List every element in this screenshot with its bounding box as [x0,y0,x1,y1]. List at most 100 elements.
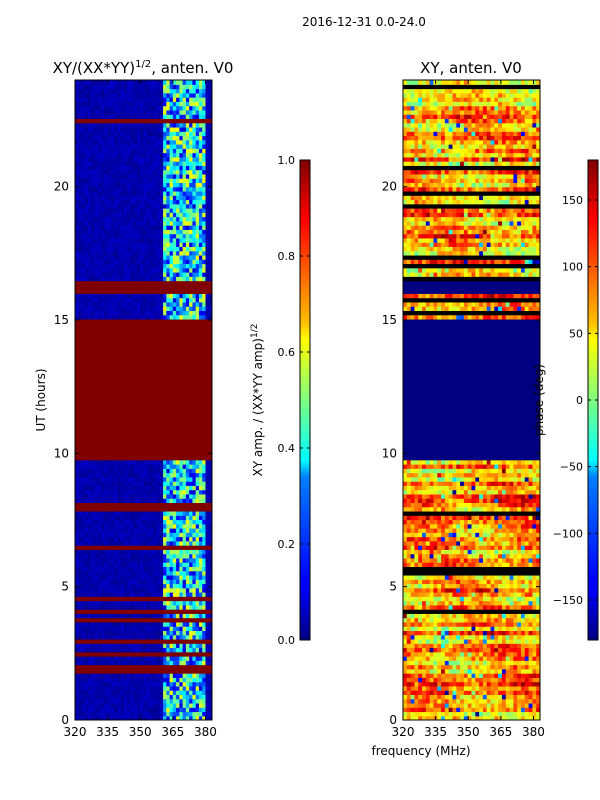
heatmap-cell [441,694,446,700]
heatmap-cell [410,715,416,720]
heatmap-cell [159,485,164,491]
heatmap-cell [133,156,138,162]
heatmap-cell [205,88,210,94]
heatmap-cell [101,613,105,619]
heatmap-cell [91,259,96,265]
masked-row [75,425,212,431]
heatmap-cell [172,139,177,145]
heatmap-cell [81,510,86,516]
heatmap-cell [166,583,171,589]
heatmap-cell [114,92,119,98]
heatmap-cell [176,634,180,640]
heatmap-cell [159,105,164,111]
heatmap-cell [84,540,89,546]
masked-row [75,506,212,512]
heatmap-cell [143,681,148,687]
heatmap-cell [179,293,184,299]
heatmap-cell [78,698,83,704]
heatmap-cell [182,122,187,128]
heatmap-cell [146,643,151,649]
heatmap-cell [179,660,184,666]
heatmap-cell [75,707,79,713]
heatmap-cell [130,685,135,691]
heatmap-cell [88,169,92,175]
heatmap-cell [182,212,187,218]
masked-row [75,374,212,380]
heatmap-cell [107,604,112,610]
heatmap-cell [78,178,83,183]
heatmap-cell [88,199,92,205]
heatmap-cell [114,583,119,589]
heatmap-cell [202,647,207,653]
heatmap-cell [501,673,507,678]
heatmap-cell [127,297,132,303]
heatmap-cell [159,293,164,299]
heatmap-cell [198,109,203,115]
heatmap-cell [479,668,484,674]
heatmap-cell [156,208,161,213]
heatmap-cell [101,702,105,708]
heatmap-cell [75,246,79,252]
heatmap-cell [117,673,122,678]
masked-row [75,408,212,414]
heatmap-cell [163,677,167,683]
heatmap-cell [185,276,190,282]
heatmap-cell [410,694,416,700]
heatmap-cell [94,310,99,316]
heatmap-cell [114,144,119,149]
heatmap-cell [179,161,184,166]
heatmap-cell [91,660,96,666]
heatmap-cell [202,109,207,115]
heatmap-cell [150,250,154,256]
heatmap-cell [172,173,177,179]
heatmap-cell [156,570,161,576]
heatmap-cell [166,515,171,521]
heatmap-cell [169,306,174,311]
heatmap-cell [205,109,210,115]
heatmap-cell [166,566,171,572]
heatmap-cell [198,685,203,691]
heatmap-cell [140,216,145,222]
heatmap-cell [448,707,454,713]
heatmap-cell [166,314,171,320]
heatmap-cell [182,587,187,593]
heatmap-cell [81,656,86,661]
heatmap-cell [532,690,537,695]
heatmap-cell [202,694,207,700]
heatmap-cell [422,651,427,657]
heatmap-cell [169,88,174,94]
heatmap-cell [133,276,138,282]
heatmap-cell [88,135,92,141]
heatmap-cell [202,515,207,521]
heatmap-cell [127,84,132,90]
heatmap-cell [130,472,135,478]
heatmap-cell [172,690,177,695]
heatmap-cell [172,199,177,205]
heatmap-cell [75,178,79,183]
heatmap-cell [130,643,135,649]
heatmap-cell [198,621,203,627]
heatmap-cell [110,216,115,222]
heatmap-cell [75,690,79,695]
heatmap-cell [153,139,158,145]
heatmap-cell [75,101,79,107]
heatmap-cell [205,685,210,691]
heatmap-cell [517,702,522,708]
heatmap-cell [114,677,119,683]
heatmap-cell [198,148,203,154]
heatmap-cell [114,592,119,597]
heatmap-cell [509,694,514,700]
masked-row [75,455,212,461]
heatmap-cell [448,664,454,670]
heatmap-cell [114,195,119,201]
heatmap-cell [163,229,167,235]
heatmap-cell [166,673,171,678]
heatmap-cell [532,677,537,683]
heatmap-cell [205,677,210,683]
heatmap-cell [153,161,158,166]
heatmap-cell [143,272,148,277]
heatmap-cell [163,156,167,162]
heatmap-cell [437,660,442,666]
heatmap-cell [182,579,187,585]
heatmap-cell [130,122,135,128]
